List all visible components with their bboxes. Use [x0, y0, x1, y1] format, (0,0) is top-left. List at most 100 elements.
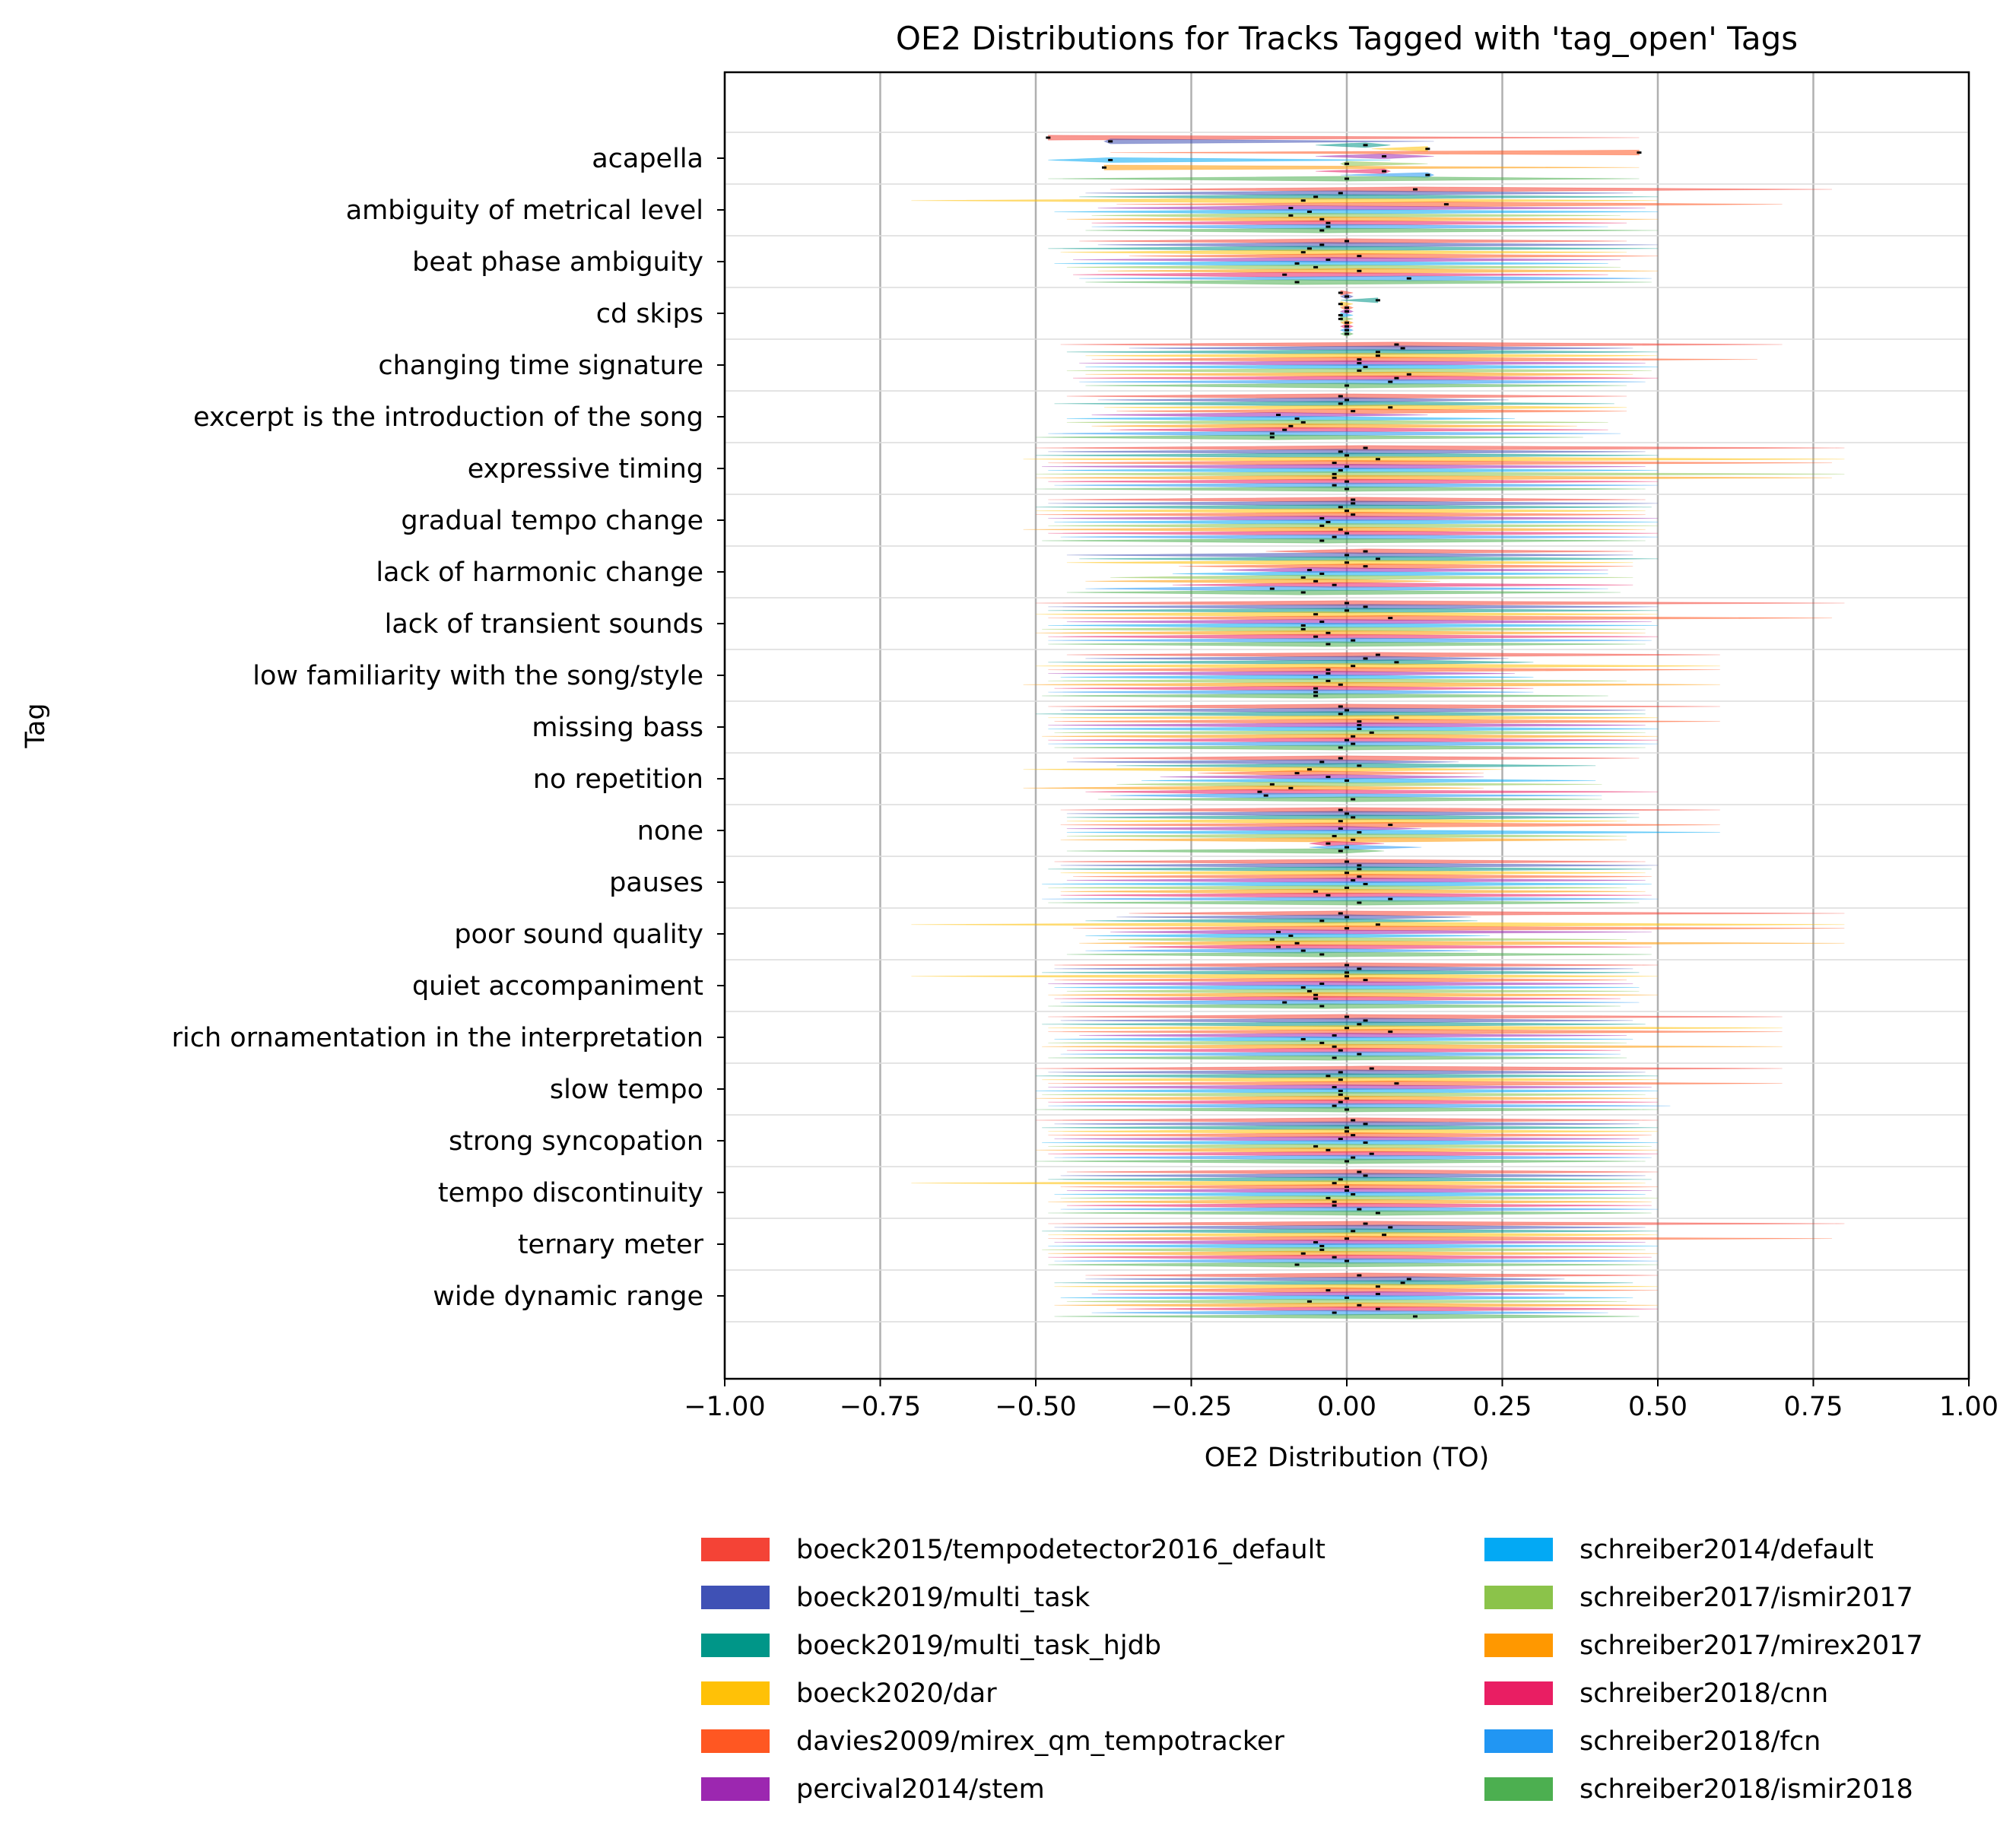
violin-7: [1116, 781, 1602, 787]
violin-9: [1085, 789, 1659, 795]
violin-2: [1316, 142, 1391, 148]
violin-1: [1097, 397, 1509, 403]
violin-8: [1054, 1302, 1659, 1308]
violin-11: [1066, 589, 1621, 595]
violin-9: [1316, 168, 1392, 174]
grid: [723, 72, 1970, 1379]
violin-5: [1066, 618, 1652, 625]
violin-8: [1048, 1250, 1659, 1256]
violin-7: [1048, 884, 1627, 891]
violin-6: [1085, 932, 1491, 939]
violin-6: [1042, 881, 1652, 888]
violin-10: [1048, 689, 1534, 695]
x-axis: −1.00 −0.75 −0.50 −0.25 0.00 0.25 0.50 0.75 1.00: [684, 1379, 1999, 1422]
violin-4: [1048, 1081, 1783, 1087]
violin-4: [1048, 460, 1833, 466]
legend-label: boeck2015/tempodetector2016_default: [796, 1535, 1325, 1565]
violin-6: [1035, 1088, 1659, 1094]
violin-5: [1066, 877, 1646, 884]
violin-7: [1042, 1091, 1646, 1097]
violin-9: [1116, 1306, 1659, 1312]
violin-0: [1048, 1221, 1845, 1227]
violin-5: [1066, 825, 1422, 832]
legend-label: schreiber2018/fcn: [1579, 1726, 1821, 1757]
violin-3: [1371, 146, 1428, 152]
violin-0: [1048, 1014, 1783, 1020]
violin-2: [1042, 970, 1640, 976]
violin-2: [1085, 918, 1478, 924]
violin-6: [1066, 829, 1720, 836]
violin-7: [1097, 936, 1627, 942]
violin-3: [1085, 353, 1659, 359]
y-axis: acapella ambiguity of metrical level beat …: [172, 144, 725, 1312]
y-tick-label: rich ornamentation in the interpretation: [172, 1023, 703, 1053]
violin-9: [1129, 944, 1652, 950]
violin-8: [1060, 837, 1627, 843]
violin-7: [1066, 1298, 1627, 1304]
violin-3: [1060, 870, 1646, 876]
x-tick-label: 0.75: [1784, 1392, 1843, 1422]
violin-11: [1048, 176, 1640, 182]
violin-7: [1060, 1195, 1659, 1201]
violin-9: [1048, 530, 1659, 536]
violin-0: [1066, 1169, 1659, 1175]
violin-5: [1048, 980, 1633, 987]
violin-11: [1048, 1003, 1621, 1009]
violin-0: [1047, 135, 1640, 141]
medians: [1046, 136, 1642, 1318]
y-tick-label: ambiguity of metrical level: [346, 195, 703, 226]
y-tick-label: low familiarity with the song/style: [252, 661, 703, 691]
violin-4: [1091, 357, 1757, 363]
violin-0: [1079, 238, 1627, 244]
violin-10: [1060, 999, 1640, 1005]
y-axis-title: Tag: [21, 703, 51, 748]
violin-5: [1316, 153, 1434, 160]
violin-0: [1035, 445, 1845, 451]
violin-6: [1048, 467, 1659, 474]
violin-7: [1066, 419, 1608, 425]
violin-0: [1035, 600, 1845, 606]
violin-7: [1048, 522, 1659, 529]
violin-9: [1048, 1254, 1652, 1260]
violin-2: [1048, 1176, 1652, 1183]
violin-3: [1054, 1284, 1659, 1290]
violin-7: [1110, 574, 1633, 580]
violin-7: [1091, 212, 1621, 218]
y-tick-label: no repetition: [533, 764, 703, 795]
violin-2: [1048, 608, 1659, 614]
y-tick-label: quiet accompaniment: [412, 971, 703, 1002]
violin-1: [1054, 966, 1633, 972]
legend-swatch: [1484, 1681, 1553, 1705]
violin-0: [1060, 807, 1720, 813]
y-tick-label: lack of transient sounds: [385, 609, 703, 640]
violin-10: [1048, 430, 1621, 437]
violin-6: [1054, 260, 1608, 267]
violin-4: [1048, 1236, 1833, 1242]
violin-0: [1085, 1272, 1659, 1278]
violin-4: [1048, 667, 1720, 673]
violin-6: [1048, 622, 1659, 629]
violins: [911, 135, 1845, 1319]
violin-1: [1048, 449, 1646, 455]
violin-10: [1060, 1051, 1621, 1057]
violin-6: [1141, 777, 1596, 784]
violin-8: [1023, 526, 1646, 532]
x-tick-label: −0.75: [840, 1392, 921, 1422]
violin-8: [1048, 1199, 1652, 1205]
violin-8: [1048, 992, 1659, 998]
violin-10: [1048, 637, 1652, 643]
violin-3: [1060, 249, 1627, 256]
violin-9: [1066, 1202, 1652, 1208]
legend-label: davies2009/mirex_qm_tempotracker: [796, 1726, 1284, 1757]
legend-label: boeck2020/dar: [796, 1678, 997, 1709]
violin-8: [1091, 423, 1577, 429]
violin-9: [1060, 892, 1652, 898]
violin-0: [1060, 341, 1783, 348]
violin-11: [1048, 1210, 1652, 1216]
violin-5: [1091, 411, 1428, 418]
x-tick-label: 0.50: [1628, 1392, 1687, 1422]
violin-9: [1048, 1151, 1659, 1157]
violin-0: [1035, 1065, 1783, 1072]
y-tick-label: ternary meter: [518, 1230, 704, 1260]
